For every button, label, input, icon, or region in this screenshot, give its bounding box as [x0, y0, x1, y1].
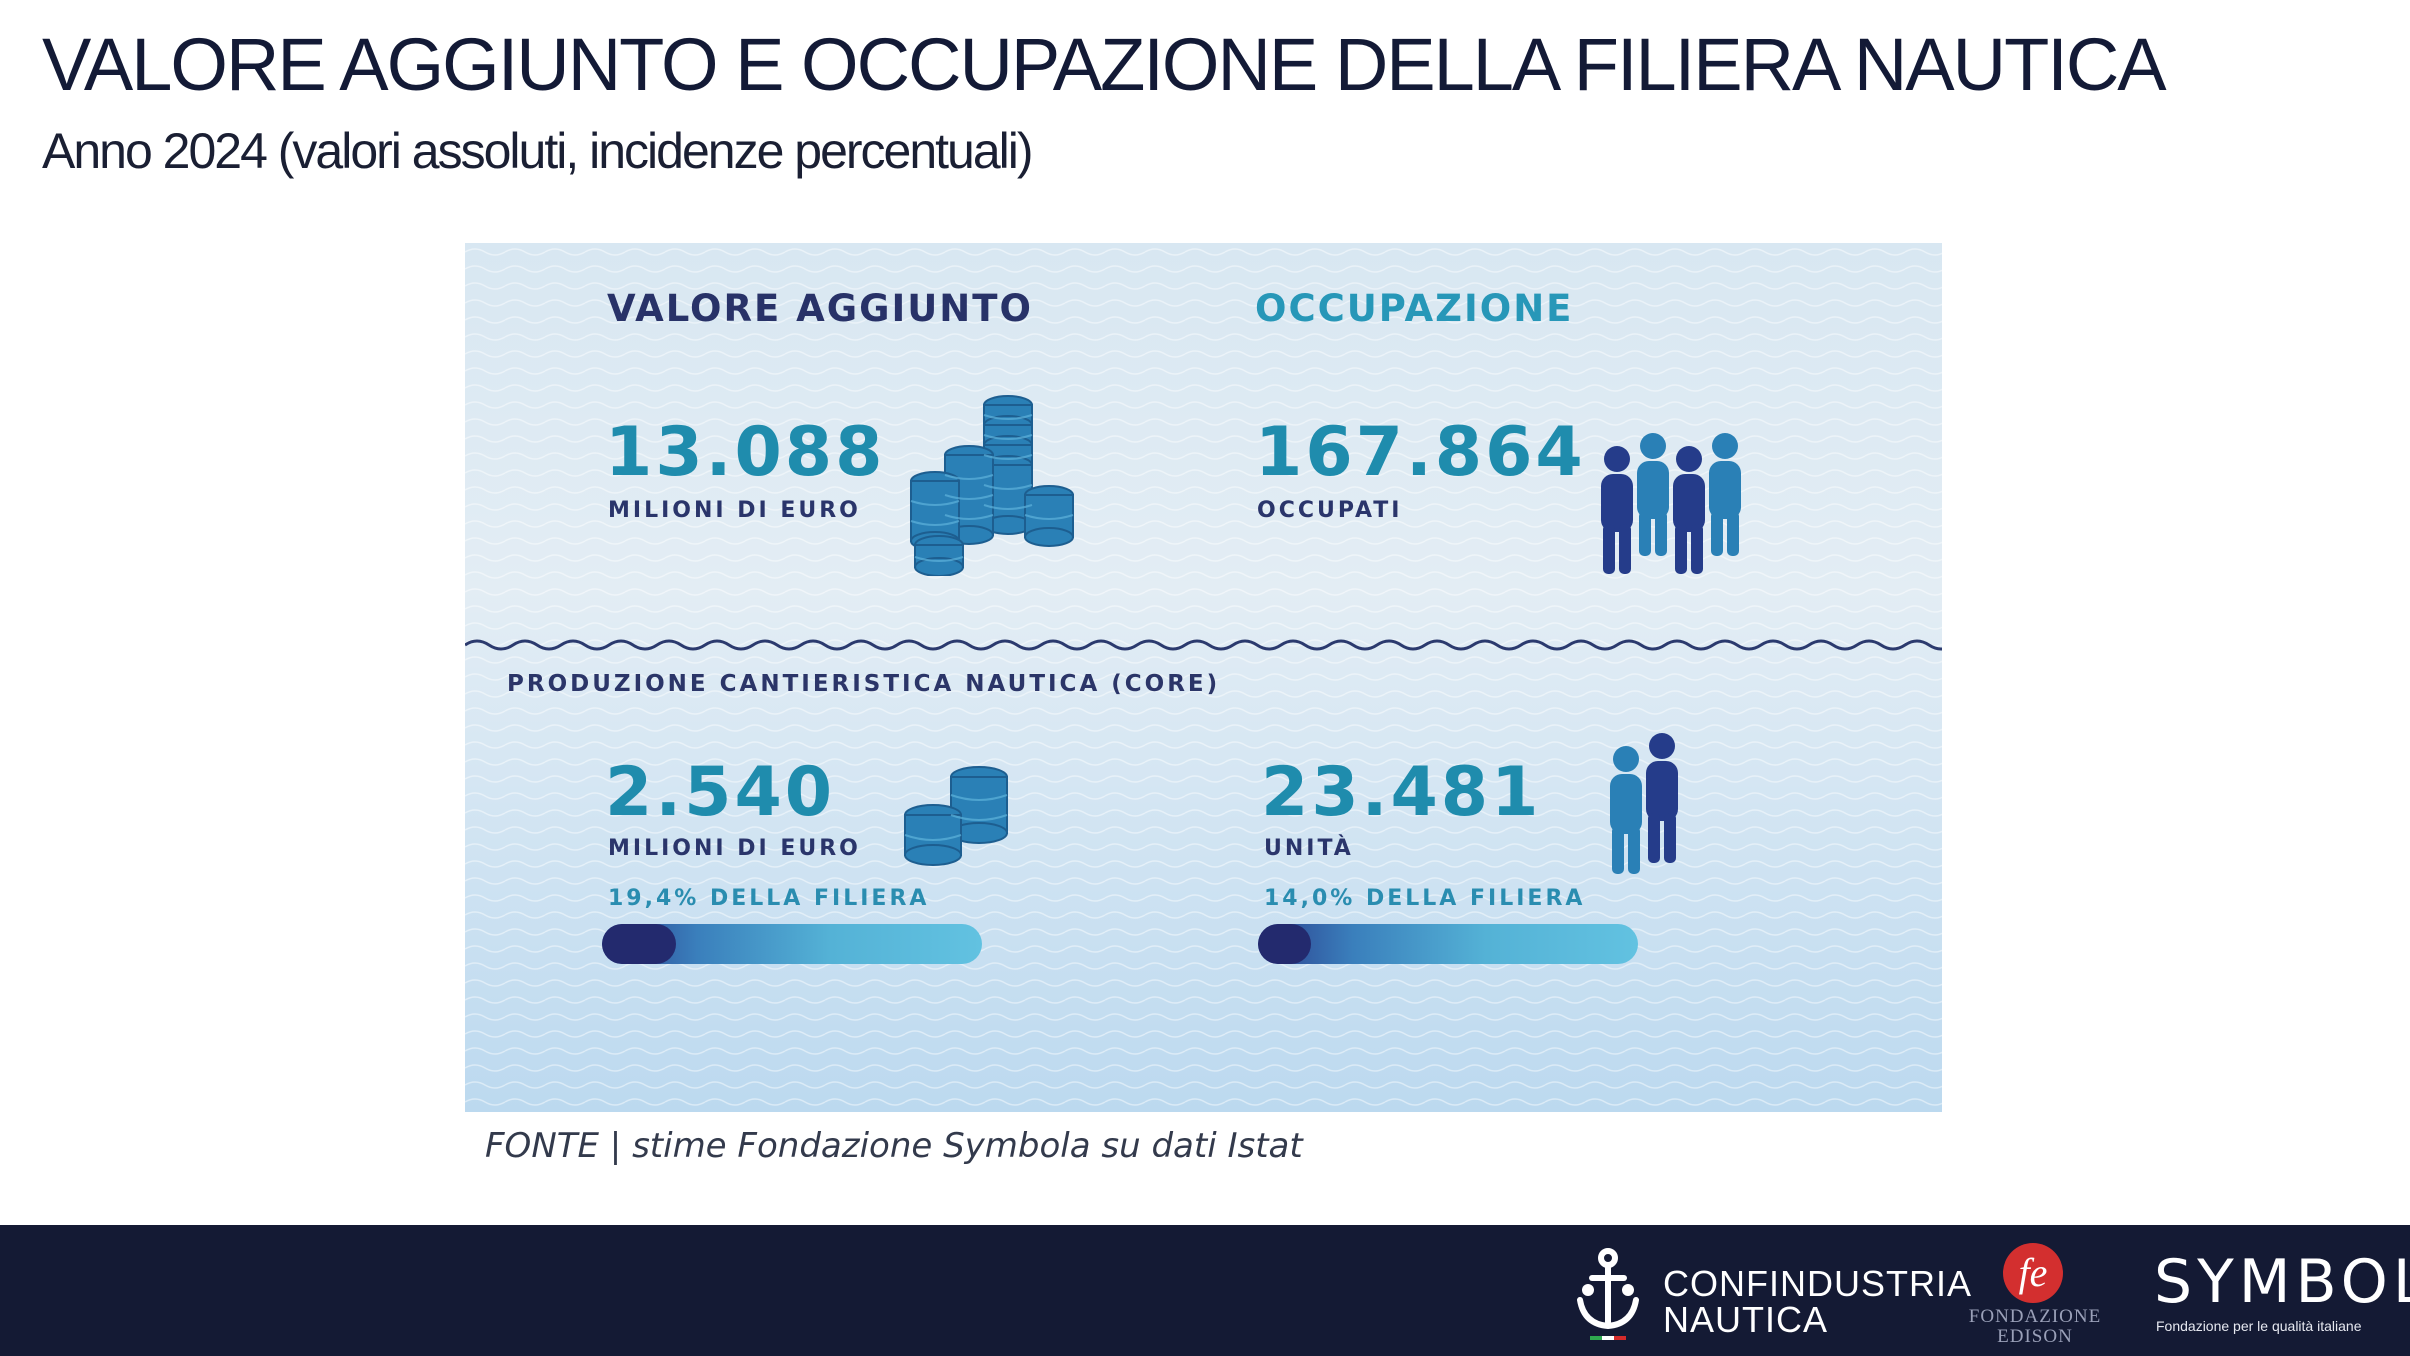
core-employment: 23.481 — [1261, 753, 1542, 832]
employment-heading: OCCUPAZIONE — [1255, 287, 1574, 330]
page-title: VALORE AGGIUNTO E OCCUPAZIONE DELLA FILI… — [42, 23, 2167, 106]
core-value-added-share-fill — [602, 924, 676, 964]
wave-background — [465, 243, 1942, 1112]
core-section-label: PRODUZIONE CANTIERISTICA NAUTICA (CORE) — [507, 671, 1221, 697]
core-value-added-unit: MILIONI DI EURO — [608, 836, 861, 861]
fondazione-edison-logo: FONDAZIONE EDISON — [1960, 1307, 2110, 1347]
employment-unit: OCCUPATI — [1257, 498, 1403, 523]
confindustria-nautica-logo: CONFINDUSTRIA NAUTICA — [1663, 1266, 1972, 1338]
svg-text:fe: fe — [2019, 1250, 2048, 1295]
infographic-panel: VALORE AGGIUNTO OCCUPAZIONE 13.088 MILIO… — [465, 243, 1942, 1112]
page-subtitle: Anno 2024 (valori assoluti, incidenze pe… — [42, 123, 1034, 179]
sea-line — [465, 639, 1942, 651]
people-pair-icon — [1610, 733, 1678, 874]
core-employment-share: 14,0% DELLA FILIERA — [1264, 886, 1586, 911]
confindustria-line2: NAUTICA — [1663, 1299, 1829, 1340]
core-employment-share-fill — [1258, 924, 1312, 964]
edison-line1: FONDAZIONE — [1968, 1306, 2102, 1327]
value-added-unit: MILIONI DI EURO — [608, 498, 861, 523]
core-value-added: 2.540 — [605, 753, 836, 832]
symbola-tagline: Fondazione per le qualità italiane — [2156, 1318, 2362, 1334]
coin-stacks-icon — [910, 395, 1074, 576]
employment-total: 167.864 — [1255, 413, 1586, 492]
fe-monogram-icon: fe — [2003, 1243, 2063, 1303]
value-added-total: 13.088 — [605, 413, 886, 492]
symbola-logo: SYMBOLA — [2154, 1247, 2410, 1317]
source-note: FONTE | stime Fondazione Symbola su dati… — [485, 1126, 1303, 1166]
anchor-icon — [1577, 1248, 1639, 1340]
coin-stacks-icon — [904, 766, 1008, 866]
core-value-added-share-bar — [602, 924, 982, 964]
value-added-heading: VALORE AGGIUNTO — [607, 287, 1033, 330]
people-group-icon — [1601, 433, 1741, 574]
footer-bar — [0, 1225, 2410, 1356]
core-employment-share-bar — [1258, 924, 1638, 964]
core-value-added-share: 19,4% DELLA FILIERA — [608, 886, 930, 911]
edison-line2: EDISON — [1997, 1326, 2073, 1347]
confindustria-line1: CONFINDUSTRIA — [1663, 1263, 1972, 1304]
core-employment-unit: UNITÀ — [1264, 836, 1354, 861]
